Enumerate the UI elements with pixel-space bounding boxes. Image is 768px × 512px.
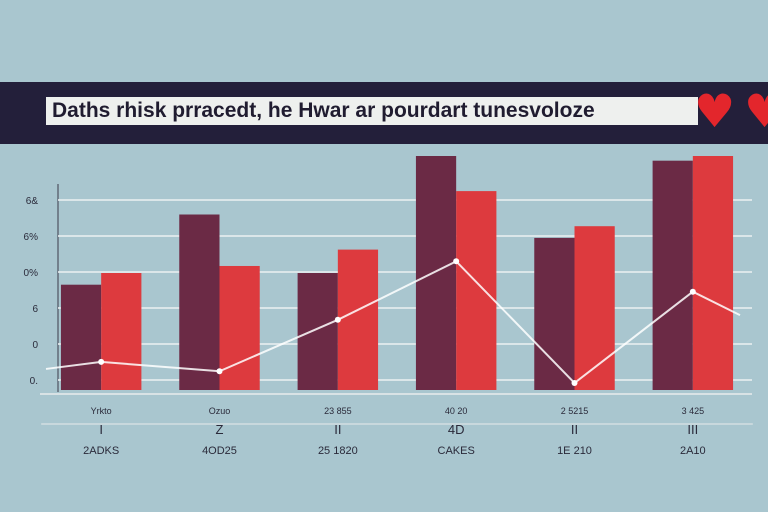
line-point bbox=[216, 368, 223, 375]
x-sublabel: II bbox=[334, 422, 341, 437]
x-tick-label: 2A10 bbox=[680, 445, 706, 457]
x-tick-label: 4OD25 bbox=[202, 445, 237, 457]
x-sublabel: III bbox=[687, 422, 698, 437]
bar-series-1 bbox=[415, 156, 457, 390]
bar-chart: 6&6% 0% 6 0 0. Yrkto I 2ADKS Ozuo Z 4OD25 23 855 II 2… bbox=[24, 156, 753, 457]
line-point bbox=[453, 258, 460, 265]
x-sublabel: Yrkto bbox=[91, 406, 112, 416]
x-sublabel: 3 425 bbox=[682, 406, 705, 416]
y-tick-label: 0 bbox=[32, 340, 38, 351]
line-point bbox=[571, 379, 578, 386]
y-tick-label: 6& bbox=[26, 196, 39, 207]
line-point bbox=[334, 316, 341, 323]
x-sublabel: 40 20 bbox=[445, 406, 468, 416]
x-sublabel: 23 855 bbox=[324, 406, 352, 416]
x-sublabel: II bbox=[571, 422, 578, 437]
bar-series-2 bbox=[219, 265, 260, 390]
line-point bbox=[98, 358, 105, 365]
y-tick-label: 0. bbox=[30, 376, 38, 387]
chart-title: Daths rhisk prracedt, he Hwar ar pourdar… bbox=[46, 97, 698, 125]
bar-series-2 bbox=[101, 273, 142, 390]
x-tick-label: 25 1820 bbox=[318, 445, 358, 457]
x-sublabel: Ozuo bbox=[209, 406, 231, 416]
x-sublabel: 2 5215 bbox=[561, 406, 589, 416]
bar-series-2 bbox=[456, 191, 497, 390]
y-tick-label: 6 bbox=[32, 304, 38, 315]
x-sublabel: I bbox=[99, 422, 103, 437]
bar-series-2 bbox=[692, 156, 734, 390]
bar-series-2 bbox=[574, 226, 615, 390]
line-series bbox=[45, 260, 741, 385]
bar-series-1 bbox=[652, 160, 693, 390]
x-sublabel: 4D bbox=[448, 422, 465, 437]
x-tick-label: 1E 210 bbox=[557, 445, 592, 457]
bar-series-1 bbox=[60, 284, 102, 390]
y-tick-label: 0% bbox=[24, 268, 39, 279]
bar-series-1 bbox=[534, 237, 575, 390]
heart-icon: ♥ bbox=[744, 84, 768, 138]
heart-icon: ♥ bbox=[694, 84, 736, 138]
bar-series-1 bbox=[297, 273, 338, 390]
y-tick-label: 6% bbox=[24, 232, 39, 243]
x-sublabel: Z bbox=[216, 422, 224, 437]
x-tick-label: CAKES bbox=[438, 445, 475, 457]
bar-series-1 bbox=[179, 214, 220, 390]
x-tick-label: 2ADKS bbox=[83, 445, 119, 457]
bar-series-2 bbox=[337, 249, 379, 390]
line-point bbox=[689, 288, 696, 295]
